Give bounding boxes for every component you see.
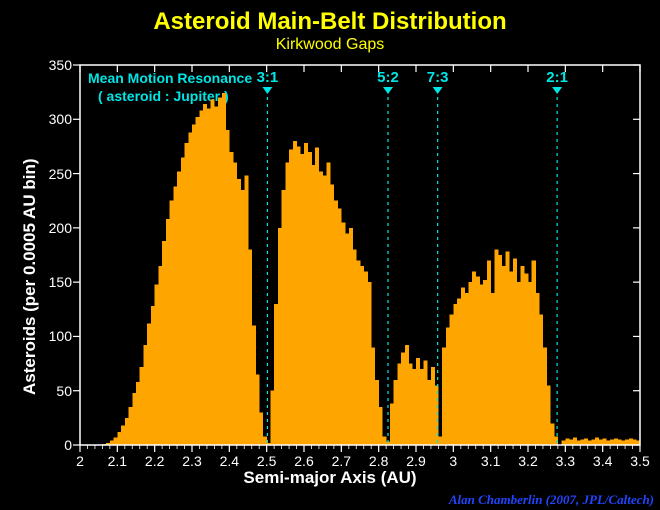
x-tick-label: 3.3 xyxy=(556,453,575,469)
x-tick-label: 2.5 xyxy=(257,453,276,469)
x-tick-label: 3.1 xyxy=(481,453,500,469)
x-tick-label: 3.2 xyxy=(518,453,537,469)
resonance-label: 2:1 xyxy=(546,69,568,86)
x-tick-label: 3.5 xyxy=(630,453,649,469)
x-tick-label: 2.6 xyxy=(294,453,313,469)
x-tick-label: 3 xyxy=(449,453,457,469)
y-tick-label: 200 xyxy=(40,220,72,236)
y-tick-label: 0 xyxy=(40,437,72,453)
resonance-label: 3:1 xyxy=(257,69,279,86)
x-tick-label: 2.9 xyxy=(406,453,425,469)
y-tick-label: 250 xyxy=(40,166,72,182)
resonance-label: 5:2 xyxy=(377,69,399,86)
resonance-label: 7:3 xyxy=(427,69,449,86)
chart-container: { "chart": { "type": "histogram", "title… xyxy=(0,0,660,510)
y-tick-label: 100 xyxy=(40,328,72,344)
x-tick-label: 2.3 xyxy=(182,453,201,469)
x-tick-label: 2.8 xyxy=(369,453,388,469)
x-tick-label: 2.7 xyxy=(332,453,351,469)
y-tick-label: 150 xyxy=(40,274,72,290)
y-tick-label: 50 xyxy=(40,383,72,399)
x-tick-label: 2.4 xyxy=(220,453,239,469)
x-tick-label: 2.1 xyxy=(108,453,127,469)
x-tick-label: 2.2 xyxy=(145,453,164,469)
y-tick-label: 350 xyxy=(40,57,72,73)
x-tick-label: 2 xyxy=(76,453,84,469)
x-tick-label: 3.4 xyxy=(593,453,612,469)
y-tick-label: 300 xyxy=(40,111,72,127)
attribution-text: Alan Chamberlin (2007, JPL/Caltech) xyxy=(449,492,654,508)
